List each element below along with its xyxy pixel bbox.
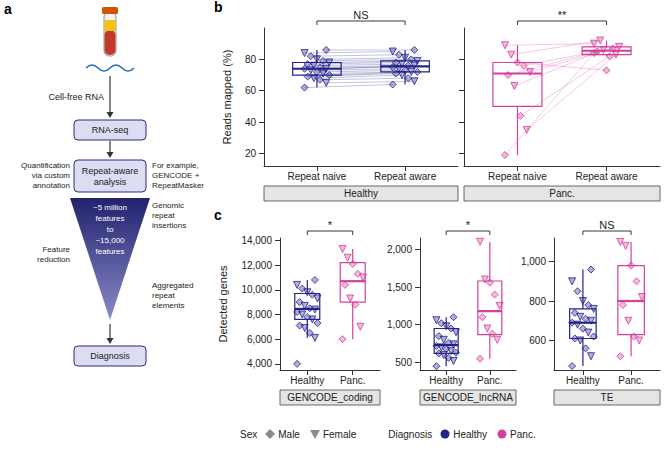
svg-text:Panc.: Panc. [549,188,575,199]
svg-text:6,000: 6,000 [247,334,272,345]
svg-text:1,000: 1,000 [521,256,546,267]
svg-text:Cell-free RNA: Cell-free RNA [48,92,104,102]
svg-text:Aggregated: Aggregated [152,281,193,290]
html-text:Healthy: Healthy [453,428,488,440]
svg-text:GENCODE +: GENCODE + [152,171,200,180]
svg-text:annotation: annotation [33,181,70,190]
svg-text:80: 80 [245,54,257,65]
svg-text:Quantification: Quantification [21,161,70,170]
svg-text:Repeat-aware: Repeat-aware [82,166,139,176]
svg-text:reduction: reduction [37,255,70,264]
svg-text:elements: elements [152,301,184,310]
svg-text:GENCODE_lncRNA: GENCODE_lncRNA [423,392,513,403]
svg-text:Repeat naive: Repeat naive [488,171,547,182]
svg-text:to: to [107,225,114,234]
svg-text:1,500: 1,500 [387,282,412,293]
svg-text:features: features [96,214,125,223]
svg-text:10,000: 10,000 [241,284,272,295]
svg-text:Feature: Feature [42,245,70,254]
svg-text:8,000: 8,000 [247,309,272,320]
svg-text:TE: TE [601,392,614,403]
html-text:Male: Male [278,428,300,440]
svg-text:20: 20 [245,148,257,159]
svg-text:~15,000: ~15,000 [95,236,125,245]
svg-text:500: 500 [395,357,412,368]
svg-text:RepeatMasker: RepeatMasker [152,181,204,190]
svg-text:Healthy: Healthy [429,375,463,386]
svg-text:14,000: 14,000 [241,235,272,246]
svg-text:Reads mapped (%): Reads mapped (%) [221,50,233,145]
svg-text:insertions: insertions [152,221,186,230]
svg-text:12,000: 12,000 [241,260,272,271]
svg-text:Diagnosis: Diagnosis [90,351,130,361]
svg-text:Healthy: Healthy [344,188,378,199]
svg-text:**: ** [558,9,567,21]
svg-text:4,000: 4,000 [247,358,272,369]
svg-text:via custom: via custom [32,171,71,180]
svg-text:NS: NS [353,9,368,21]
svg-text:Healthy: Healthy [566,375,600,386]
html-text:Panc.: Panc. [510,428,536,440]
svg-text:Panc.: Panc. [340,375,366,386]
svg-text:1,000: 1,000 [387,319,412,330]
svg-text:*: * [328,219,333,231]
svg-text:Repeat naive: Repeat naive [287,171,346,182]
html-text:Sex: Sex [240,428,258,440]
svg-text:Healthy: Healthy [290,375,324,386]
svg-text:c: c [214,207,222,223]
svg-text:600: 600 [529,335,546,346]
svg-text:NS: NS [599,219,614,231]
svg-text:Panc.: Panc. [618,375,644,386]
svg-text:Detected genes: Detected genes [217,265,229,343]
svg-text:repeat: repeat [152,291,175,300]
svg-text:Repeat aware: Repeat aware [374,171,437,182]
svg-text:For example,: For example, [152,161,199,170]
html-text:Female: Female [322,428,357,440]
svg-text:Panc.: Panc. [477,375,503,386]
svg-text:repeat: repeat [152,211,175,220]
svg-text:2,000: 2,000 [387,244,412,255]
svg-text:60: 60 [245,85,257,96]
svg-text:RNA-seq: RNA-seq [92,125,129,135]
html-text:Diagnosis: Diagnosis [388,428,433,440]
svg-text:Repeat aware: Repeat aware [575,171,638,182]
svg-text:*: * [466,219,471,231]
svg-text:features: features [96,247,125,256]
svg-text:40: 40 [245,117,257,128]
svg-text:b: b [214,0,223,15]
svg-text:~5 million: ~5 million [93,203,127,212]
svg-text:800: 800 [529,296,546,307]
svg-text:GENCODE_coding: GENCODE_coding [287,392,373,403]
svg-text:Genomic: Genomic [152,201,184,210]
svg-text:analysis: analysis [94,177,127,187]
svg-text:a: a [4,1,12,17]
